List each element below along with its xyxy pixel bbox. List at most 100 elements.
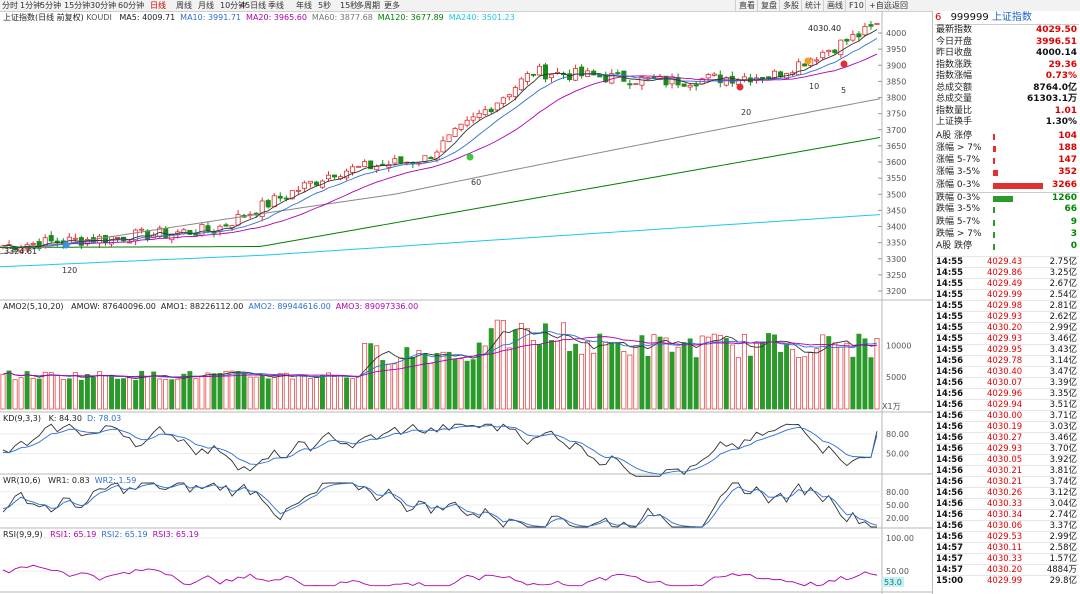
volume-bar: [506, 347, 512, 410]
volume-bar: [127, 377, 133, 410]
kd-k-line: [2, 423, 878, 477]
tick-price: 4030.21: [987, 476, 1023, 487]
ma5-line: [2, 29, 878, 248]
period-tab-1[interactable]: 1分钟: [20, 1, 42, 10]
toolbar-button-6[interactable]: +自选: [865, 0, 895, 11]
tick-time: 14:56: [936, 531, 964, 542]
period-tab-16[interactable]: 更多: [384, 1, 400, 10]
toolbar-button-3[interactable]: 统计: [801, 0, 824, 11]
candle-body: [796, 61, 802, 76]
breadth-label: A股 跌停: [936, 241, 973, 252]
volume-bar: [512, 329, 518, 410]
tick-row: 14:56 4029.93 3.70亿: [935, 442, 1079, 455]
candle-body: [235, 214, 241, 226]
period-tab-11[interactable]: 季线: [268, 1, 284, 10]
breadth-row: A股 跌停 0: [935, 241, 1079, 253]
period-tab-13[interactable]: 5秒: [318, 1, 332, 10]
stat-value: 0.73%: [1045, 71, 1077, 81]
period-tab-8[interactable]: 月线: [198, 1, 214, 10]
period-tab-4[interactable]: 30分钟: [90, 1, 117, 10]
volume-bar: [398, 357, 404, 410]
candle-body: [295, 189, 301, 192]
osc-tick-label: 100.00: [886, 534, 914, 543]
breadth-value: 352: [1058, 167, 1077, 178]
tick-row: 14:56 4030.07 3.39亿: [935, 376, 1079, 389]
tick-price: 4030.33: [987, 498, 1023, 509]
period-tab-14[interactable]: 15秒: [340, 1, 359, 10]
candle-body: [289, 190, 295, 200]
volume-bar: [96, 371, 102, 410]
stat-row: 总成交额 8764.0亿: [935, 83, 1079, 95]
breadth-label: 跌幅 0-3%: [936, 193, 981, 203]
breadth-row: A股 涨停 104: [935, 131, 1079, 143]
candle-body: [657, 75, 663, 81]
signal-marker: [62, 241, 70, 249]
tick-row: 15:00 4029.99 29.8亿: [935, 574, 1079, 587]
candle-body: [651, 76, 657, 79]
toolbar-button-4[interactable]: 画线: [823, 0, 846, 11]
rsi-current-tag-bg: [882, 577, 904, 587]
stat-value: 8764.0亿: [1033, 82, 1077, 93]
volume-items: AMOW: 87640096.00 AMO1: 88226112.00 AMO2: …: [66, 302, 418, 311]
candle-body: [844, 38, 850, 42]
kline-chart-svg[interactable]: 4000 3950 3900 3850 3800 3750 3700 3650 3600 3550…: [0, 11, 932, 594]
period-tab-5[interactable]: 60分钟: [118, 1, 145, 10]
breadth-value: 3266: [1051, 179, 1077, 190]
period-tab-0[interactable]: 分时: [2, 1, 18, 10]
toolbar-button-2[interactable]: 多股: [779, 0, 802, 11]
candle-body: [223, 224, 229, 227]
breadth-label: 跌幅 5-7%: [936, 216, 981, 227]
breadth-row: 涨幅 > 7% 188: [935, 143, 1079, 155]
chart-area[interactable]: 4000 3950 3900 3850 3800 3750 3700 3650 3600 3550…: [0, 11, 932, 594]
volume-bar: [633, 345, 639, 410]
volume-bar: [627, 354, 633, 410]
candle-body: [687, 84, 693, 88]
tick-volume: 3.25亿: [1049, 267, 1077, 278]
volume-bar: [820, 334, 826, 410]
volume-bar: [494, 319, 500, 410]
tick-price: 4030.21: [987, 465, 1023, 476]
volume-bar: [289, 378, 295, 410]
toolbar-button-7[interactable]: 返回: [888, 0, 911, 11]
volume-bar: [609, 342, 615, 410]
period-tab-7[interactable]: 周线: [176, 1, 192, 10]
volume-bar: [802, 356, 808, 410]
candle-body: [862, 25, 868, 36]
tick-time: 14:55: [936, 300, 964, 311]
tick-time: 14:57: [936, 564, 964, 575]
tick-row: 14:56 4029.96 3.35亿: [935, 387, 1079, 400]
y-tick-label: 3950: [886, 45, 906, 54]
tick-time: 14:56: [936, 432, 964, 443]
volume-bar: [374, 345, 380, 410]
period-tab-10[interactable]: 45日线: [240, 1, 267, 10]
volume-bar: [500, 320, 506, 410]
period-tab-3[interactable]: 15分钟: [64, 1, 91, 10]
volume-bar: [42, 371, 48, 410]
tick-time: 14:56: [936, 355, 964, 366]
stat-value: 1.01: [1054, 105, 1077, 116]
legend-item-1: AMO1: 88226112.00: [160, 302, 244, 311]
tick-time: 14:56: [936, 410, 964, 421]
wr2-line: [2, 482, 878, 528]
tick-time: 14:56: [936, 454, 964, 465]
breadth-value: 1260: [1051, 193, 1077, 203]
tick-volume: 2.99亿: [1049, 531, 1077, 542]
period-tab-2[interactable]: 5分钟: [40, 1, 62, 10]
period-tab-15[interactable]: 多周期: [356, 1, 380, 10]
period-tab-6[interactable]: 日线: [150, 1, 166, 10]
period-tab-9[interactable]: 10分钟: [220, 1, 247, 10]
breadth-row: 涨幅 5-7% 147: [935, 155, 1079, 167]
tick-price: 4029.43: [987, 256, 1023, 267]
toolbar-button-1[interactable]: 复盘: [757, 0, 780, 11]
volume-bar: [72, 372, 78, 410]
candle-body: [548, 74, 555, 79]
volume-bar: [868, 357, 874, 410]
breadth-label: 涨幅 3-5%: [936, 167, 981, 178]
period-tab-12[interactable]: 年线: [296, 1, 312, 10]
candle-body: [332, 174, 338, 178]
toolbar-button-5[interactable]: F10: [845, 0, 867, 11]
y-tick-label: 3200: [886, 287, 906, 296]
candle-body: [301, 182, 307, 189]
toolbar-button-0[interactable]: 直看: [735, 0, 758, 11]
legend-item-2: MA20: 3965.60: [246, 13, 307, 22]
